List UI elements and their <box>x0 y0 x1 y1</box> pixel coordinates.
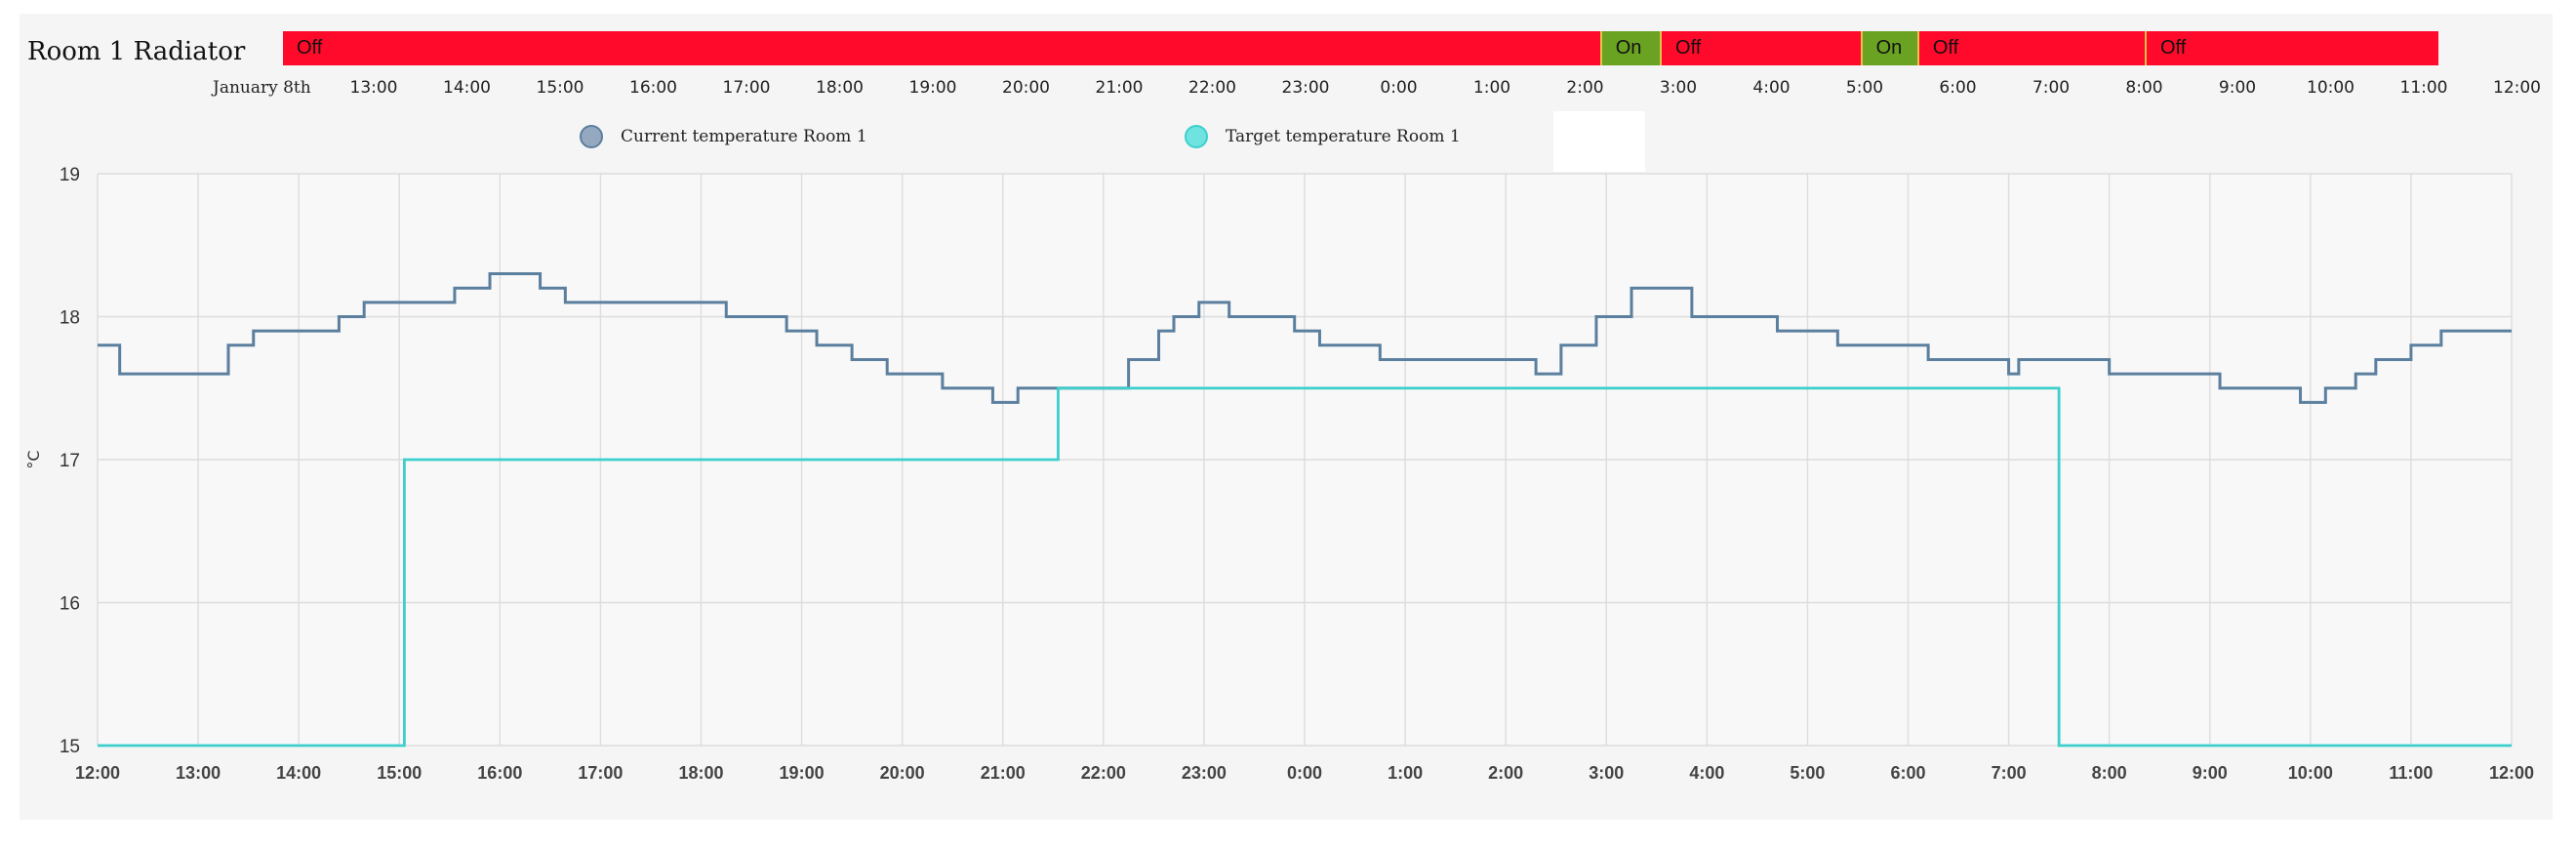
timeline-tick-label: 23:00 <box>1281 78 1330 98</box>
timeline-tick-label: 7:00 <box>2032 78 2071 98</box>
y-tick-label: 18 <box>60 308 80 329</box>
x-tick-label: 11:00 <box>2389 763 2433 783</box>
timeline-tick-label: 16:00 <box>629 78 677 98</box>
timeline-tick-label: 8:00 <box>2125 78 2163 98</box>
x-tick-label: 10:00 <box>2288 763 2333 783</box>
timeline-segment-label: Off <box>1932 37 1959 59</box>
x-tick-label: 7:00 <box>1992 763 2027 783</box>
timeline-segment-on: On <box>1599 31 1661 65</box>
timeline-segment-on: On <box>1860 31 1917 65</box>
timeline-tick-label: 6:00 <box>1939 78 1977 98</box>
timeline-segment-label: Off <box>1675 37 1702 59</box>
x-tick-label: 1:00 <box>1388 763 1423 783</box>
timeline-tick-label: 4:00 <box>1752 78 1791 98</box>
legend-marker-target <box>1185 125 1208 148</box>
timeline-tick-label: 1:00 <box>1472 78 1511 98</box>
timeline-date-label: January 8th <box>213 78 311 98</box>
page-title: Room 1 Radiator <box>27 37 246 66</box>
y-tick-label: 19 <box>60 165 80 185</box>
x-tick-label: 12:00 <box>2489 763 2534 783</box>
timeline-tick-label: 17:00 <box>722 78 771 98</box>
timeline-tick-label: 9:00 <box>2218 78 2257 98</box>
x-tick-label: 2:00 <box>1488 763 1523 783</box>
x-tick-label: 22:00 <box>1081 763 1126 783</box>
x-tick-label: 21:00 <box>981 763 1026 783</box>
timeline-segment-label: On <box>1875 37 1903 59</box>
legend-label-current: Current temperature Room 1 <box>621 127 867 146</box>
x-tick-label: 6:00 <box>1890 763 1925 783</box>
x-tick-label: 8:00 <box>2092 763 2127 783</box>
timeline-tick-label: 19:00 <box>908 78 957 98</box>
series-line-target-temperature <box>98 386 2512 748</box>
timeline-tick-label: 12:00 <box>2493 78 2541 98</box>
timeline-tick-label: 18:00 <box>816 78 864 98</box>
x-tick-label: 0:00 <box>1287 763 1322 783</box>
timeline-segment-label: Off <box>297 37 323 59</box>
timeline-tick-label: 3:00 <box>1659 78 1698 98</box>
timeline-tick-label: 10:00 <box>2307 78 2355 98</box>
x-tick-label: 13:00 <box>176 763 221 783</box>
x-tick-label: 16:00 <box>477 763 522 783</box>
timeline-tick-label: 11:00 <box>2399 78 2448 98</box>
legend-label-target: Target temperature Room 1 <box>1226 127 1461 146</box>
x-tick-label: 12:00 <box>75 763 120 783</box>
timeline-segment-label: On <box>1615 37 1642 59</box>
x-tick-label: 9:00 <box>2193 763 2228 783</box>
y-tick-label: 16 <box>60 594 80 615</box>
timeline-tick-label: 20:00 <box>1002 78 1050 98</box>
timeline-tick-label: 0:00 <box>1380 78 1418 98</box>
timeline-segment-off: Off <box>1660 31 1861 65</box>
timeline-tick-label: 2:00 <box>1566 78 1604 98</box>
timeline-segment-off: Off <box>1916 31 2145 65</box>
timeline-segment-label: Off <box>2159 37 2187 59</box>
timeline-tick-label: 15:00 <box>536 78 584 98</box>
x-tick-label: 14:00 <box>276 763 321 783</box>
timeline-tick-label: 14:00 <box>443 78 491 98</box>
x-tick-label: 5:00 <box>1790 763 1825 783</box>
x-tick-label: 20:00 <box>880 763 925 783</box>
x-tick-label: 18:00 <box>678 763 723 783</box>
x-tick-label: 15:00 <box>377 763 422 783</box>
y-axis-label: °C <box>24 450 43 468</box>
timeline-tick-label: 5:00 <box>1845 78 1884 98</box>
timeline-tick-label: 21:00 <box>1095 78 1144 98</box>
legend-marker-current <box>580 125 603 148</box>
y-tick-label: 15 <box>60 737 80 757</box>
y-tick-label: 17 <box>60 451 80 471</box>
x-tick-label: 4:00 <box>1689 763 1724 783</box>
legend-blank-patch <box>1553 111 1645 172</box>
x-tick-label: 3:00 <box>1589 763 1624 783</box>
timeline-tick-label: 22:00 <box>1188 78 1236 98</box>
x-tick-label: 19:00 <box>780 763 825 783</box>
x-tick-label: 23:00 <box>1182 763 1227 783</box>
series-line-current-temperature <box>98 272 2512 404</box>
timeline-segment-off: Off <box>2144 31 2438 65</box>
timeline-segment-off: Off <box>283 31 1600 65</box>
x-tick-label: 17:00 <box>578 763 623 783</box>
timeline-tick-label: 13:00 <box>349 78 398 98</box>
